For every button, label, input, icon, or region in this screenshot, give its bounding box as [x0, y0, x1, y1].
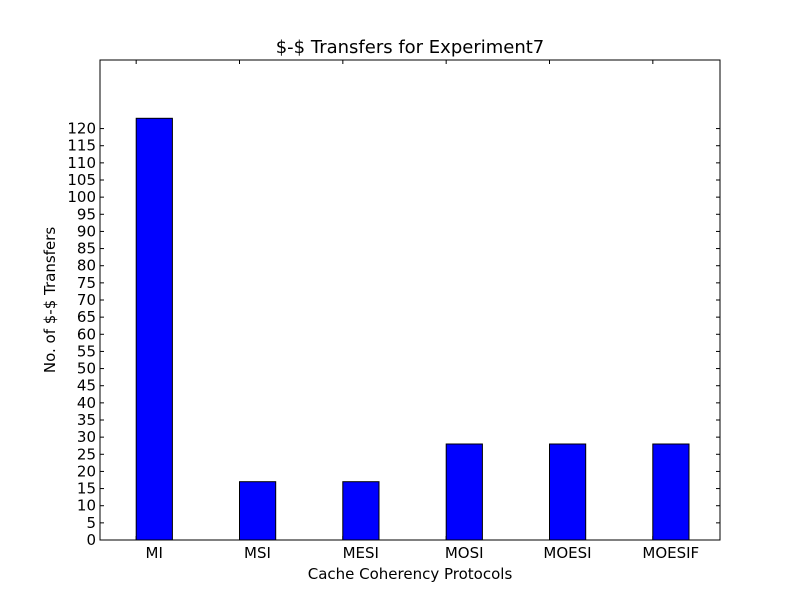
y-tick-label: 90 [77, 222, 96, 240]
x-tick-label: MI [146, 544, 163, 562]
y-tick-label: 40 [77, 394, 96, 412]
x-axis-label: Cache Coherency Protocols [308, 565, 513, 583]
y-tick-label: 105 [67, 171, 96, 189]
y-tick-label: 110 [67, 154, 96, 172]
y-tick-label: 60 [77, 325, 96, 343]
y-tick-label: 0 [86, 531, 96, 549]
y-tick-label: 95 [77, 205, 96, 223]
bar-mesi [342, 481, 380, 541]
plot-frame [99, 59, 721, 541]
y-tick-label: 45 [77, 377, 96, 395]
x-tick-label: MOESI [543, 544, 591, 562]
y-tick-label: 35 [77, 411, 96, 429]
bar-msi [239, 481, 277, 541]
bar-mi [135, 117, 173, 541]
bars-layer [135, 117, 690, 541]
y-tick-label: 75 [77, 274, 96, 292]
ticks-layer [100, 60, 720, 541]
y-tick-label: 65 [77, 308, 96, 326]
bar-moesi [549, 443, 587, 541]
y-tick-label: 120 [67, 120, 96, 138]
y-tick-labels: 0510152025303540455055606570758085909510… [67, 120, 96, 549]
x-tick-label: MESI [343, 544, 379, 562]
y-tick-label: 30 [77, 428, 96, 446]
y-tick-label: 55 [77, 342, 96, 360]
y-tick-label: 115 [67, 137, 96, 155]
y-tick-label: 80 [77, 257, 96, 275]
y-tick-label: 5 [86, 514, 96, 532]
y-tick-label: 100 [67, 188, 96, 206]
x-tick-label: MSI [244, 544, 271, 562]
x-tick-labels: MI MSI MESI MOSI MOESI MOESIF [146, 544, 700, 562]
x-tick-label: MOSI [445, 544, 484, 562]
y-tick-label: 10 [77, 497, 96, 515]
y-tick-label: 50 [77, 360, 96, 378]
x-tick-label: MOESIF [642, 544, 699, 562]
y-axis-label: No. of $-$ Transfers [41, 227, 59, 373]
bar-moesif [652, 443, 690, 541]
y-tick-label: 70 [77, 291, 96, 309]
y-tick-label: 15 [77, 480, 96, 498]
y-tick-label: 85 [77, 240, 96, 258]
bar-mosi [445, 443, 483, 541]
chart-title: $-$ Transfers for Experiment7 [276, 37, 545, 58]
y-tick-label: 20 [77, 462, 96, 480]
y-tick-label: 25 [77, 445, 96, 463]
